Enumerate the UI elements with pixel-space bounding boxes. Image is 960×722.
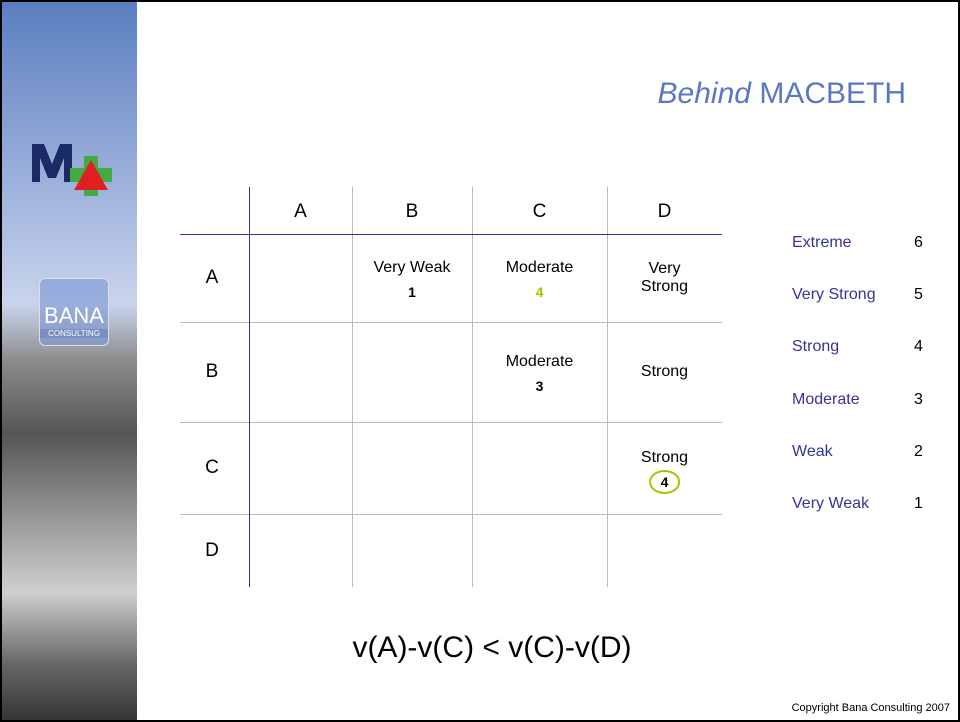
grid-line	[180, 422, 722, 423]
copyright: Copyright Bana Consulting 2007	[791, 702, 950, 714]
scale-label: Very Weak	[792, 495, 870, 512]
cell-value: 4	[648, 470, 681, 494]
cell-text: Moderate	[505, 259, 574, 276]
column-header: A	[294, 201, 307, 222]
grid-line	[472, 187, 473, 587]
cell-value: 1	[408, 284, 416, 300]
row-header: D	[205, 539, 219, 561]
cell-text: Very Strong	[640, 260, 689, 295]
grid-line	[180, 514, 722, 515]
scale-label: Extreme	[792, 234, 852, 251]
column-header: B	[405, 201, 419, 222]
scale-label: Weak	[792, 442, 833, 460]
cell-value: 4	[535, 284, 544, 300]
sidebar	[2, 2, 137, 720]
title-emphasis: Behind	[657, 77, 751, 110]
scale-label: Very Strong	[792, 286, 876, 304]
bana-logo: BANA CONSULTING	[39, 278, 109, 346]
cell-text: Very Weak	[373, 259, 451, 276]
column-header: D	[657, 201, 672, 222]
row-header: A	[205, 267, 219, 288]
logo-subtitle: CONSULTING	[40, 329, 108, 338]
cell-value: 3	[535, 378, 544, 394]
scale-value: 6	[914, 234, 923, 251]
row-header: B	[205, 361, 219, 382]
scale-label: Moderate	[792, 390, 860, 408]
cell-text: Moderate	[505, 353, 574, 370]
scale-value: 4	[914, 338, 923, 356]
slide-title: Behind MACBETH	[658, 77, 906, 111]
column-header: C	[532, 201, 547, 222]
logo-name: BANA	[44, 303, 104, 328]
axis-line	[180, 234, 722, 235]
scale-value: 5	[914, 286, 923, 304]
row-header: C	[205, 457, 219, 478]
cell-text: Strong	[640, 363, 689, 380]
scale-value: 2	[914, 442, 923, 460]
logo-mark	[32, 144, 112, 196]
scale-value: 3	[914, 390, 923, 408]
cell-text: Strong	[640, 449, 689, 466]
scale-value: 1	[914, 495, 923, 512]
grid-line	[180, 322, 722, 323]
title-text: MACBETH	[759, 77, 906, 110]
scale-label: Strong	[792, 338, 840, 356]
axis-line	[249, 187, 250, 587]
grid-line	[607, 187, 608, 587]
grid-line	[352, 187, 353, 587]
formula: v(A)-v(C) < v(C)-v(D)	[352, 631, 632, 664]
